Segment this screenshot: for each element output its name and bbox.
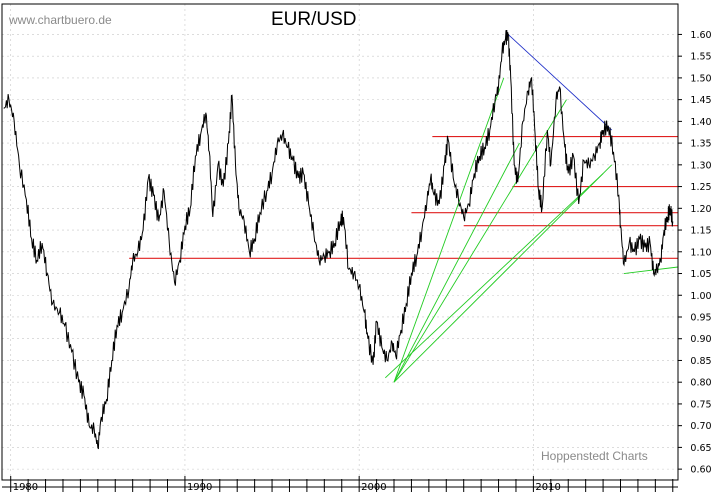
chart-title: EUR/USD — [271, 9, 357, 30]
x-axis-ticks: 1980 1990 2000 2010 — [10, 476, 674, 492]
y-tick-label: 1.30 — [690, 160, 711, 171]
y-tick-label: 0.85 — [690, 356, 711, 367]
watermark: www.chartbuero.de — [8, 13, 112, 27]
y-tick-label: 1.35 — [690, 139, 711, 150]
grid — [2, 4, 678, 480]
y-tick-label: 0.80 — [690, 378, 711, 389]
y-tick-label: 0.75 — [690, 399, 711, 410]
support-resistance-lines — [129, 136, 678, 259]
trend-lines — [384, 34, 679, 383]
trend-line — [393, 164, 613, 383]
trend-line — [623, 266, 679, 274]
x-tick-label: 1990 — [187, 482, 212, 492]
y-tick-label: 0.70 — [690, 421, 711, 432]
eurusd-price-line — [3, 29, 674, 450]
y-axis-ticks: 0.60 0.65 0.70 0.75 0.80 0.85 0.90 0.95 1.00 1.05… — [678, 30, 712, 476]
trend-line — [393, 99, 567, 383]
trend-line — [384, 173, 604, 379]
y-tick-label: 1.00 — [690, 291, 711, 302]
y-tick-label: 1.55 — [690, 52, 711, 63]
trend-line — [393, 142, 520, 383]
y-tick-label: 0.95 — [690, 312, 711, 323]
y-tick-label: 0.60 — [690, 465, 711, 476]
y-tick-label: 1.10 — [690, 247, 711, 258]
axes — [1, 3, 679, 488]
x-tick-label: 2000 — [361, 482, 386, 492]
credit-label: Hoppenstedt Charts — [541, 449, 648, 463]
y-tick-label: 1.50 — [690, 73, 711, 84]
trend-line — [507, 34, 613, 131]
y-tick-label: 1.45 — [690, 95, 711, 106]
y-tick-label: 1.25 — [690, 182, 711, 193]
y-tick-label: 1.60 — [690, 30, 711, 41]
x-tick-label: 1980 — [13, 482, 38, 492]
x-tick-label: 2010 — [535, 482, 560, 492]
y-tick-label: 1.40 — [690, 117, 711, 128]
y-tick-label: 1.20 — [690, 204, 711, 215]
plot-frame — [1, 3, 679, 481]
trend-line — [393, 77, 505, 383]
y-tick-label: 1.05 — [690, 269, 711, 280]
y-tick-label: 1.15 — [690, 226, 711, 237]
y-tick-label: 0.65 — [690, 443, 711, 454]
y-tick-label: 0.90 — [690, 334, 711, 345]
